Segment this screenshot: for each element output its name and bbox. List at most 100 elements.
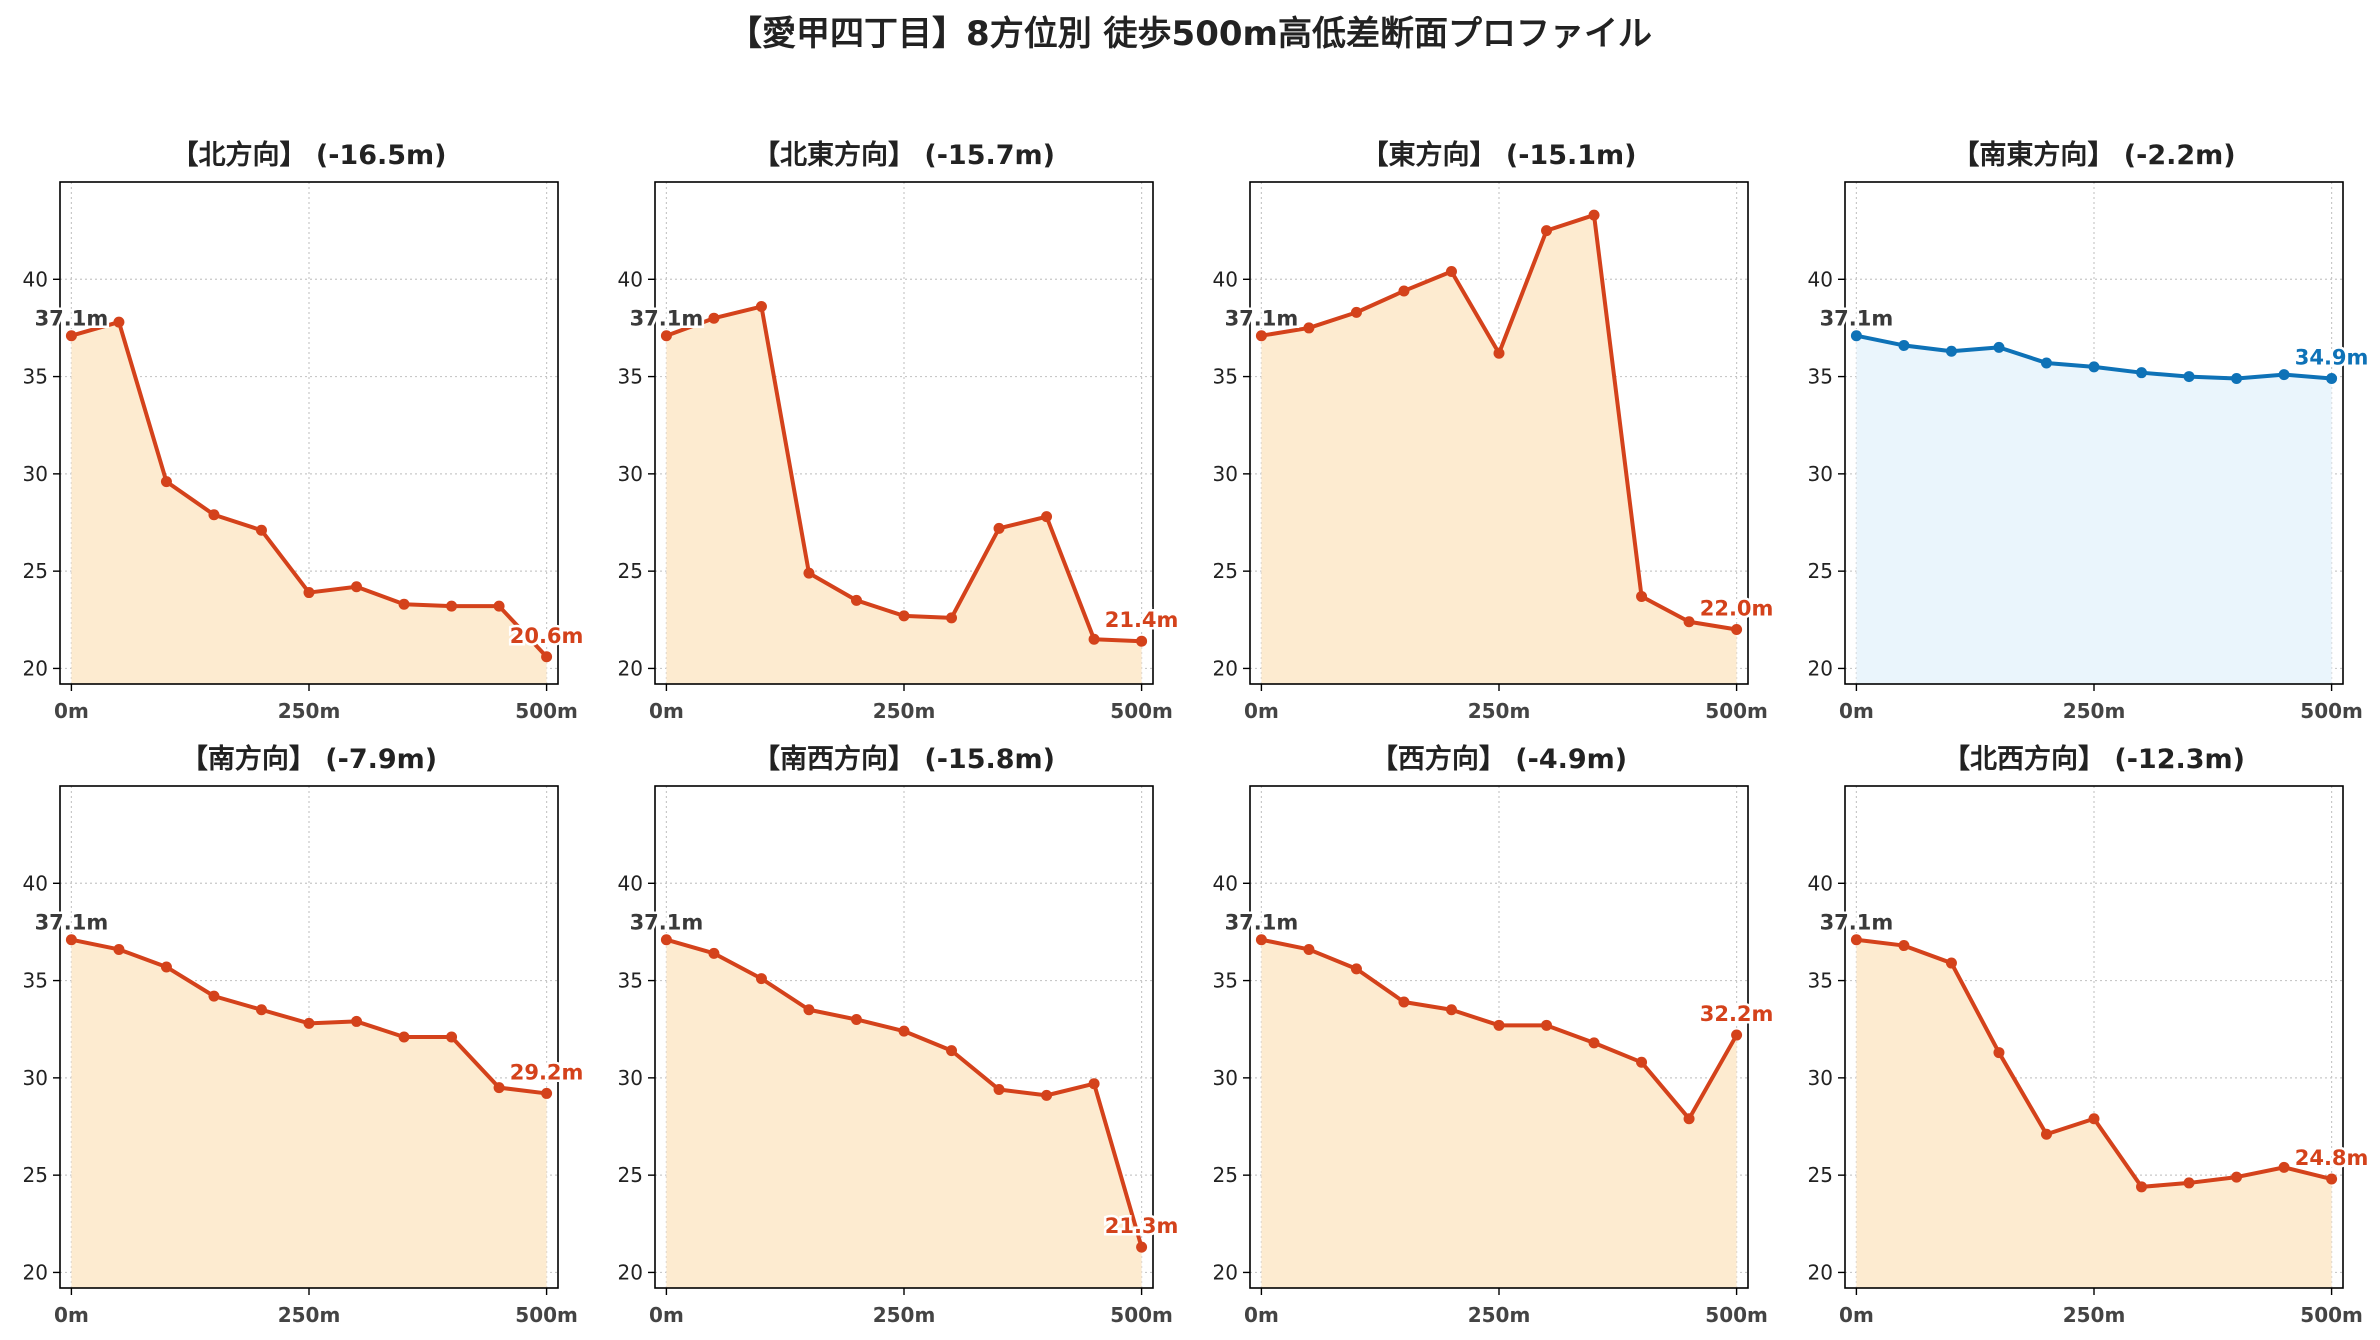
- data-point: [303, 1017, 315, 1029]
- data-point: [946, 612, 958, 624]
- data-point: [803, 1004, 815, 1016]
- start-elevation-label: 37.1m: [630, 911, 704, 935]
- data-point: [2040, 1128, 2052, 1140]
- data-point: [1993, 341, 2005, 353]
- start-elevation-label: 37.1m: [630, 307, 704, 331]
- data-point: [1350, 306, 1362, 318]
- y-tick-label: 30: [1808, 1066, 1833, 1090]
- chart-svg: 【南東方向】 (-2.2m) 20 25 30 35 40 0m 250m 500m 37.1m 3…: [1808, 139, 2371, 723]
- y-tick-label: 20: [1808, 656, 1833, 680]
- chart-title: 【南東方向】 (-2.2m): [1952, 139, 2235, 171]
- area-fill: [666, 306, 1142, 684]
- data-point: [113, 316, 125, 328]
- area-fill: [666, 939, 1142, 1288]
- data-point: [2136, 367, 2148, 379]
- x-tick-label: 250m: [278, 1303, 341, 1327]
- data-point: [208, 990, 220, 1002]
- y-tick-label: 25: [1808, 1163, 1833, 1187]
- chart-title: 【北方向】 (-16.5m): [171, 139, 446, 171]
- y-tick-label: 25: [618, 1163, 643, 1187]
- data-point: [660, 934, 672, 946]
- y-tick-label: 25: [23, 1163, 48, 1187]
- x-tick-label: 250m: [2063, 1303, 2126, 1327]
- data-point: [2278, 369, 2290, 381]
- chart-panel: 【南西方向】 (-15.8m) 20 25 30 35 40 0m 250m 500m 37.1m…: [615, 706, 1181, 1330]
- data-point: [1041, 1089, 1053, 1101]
- data-point: [446, 600, 458, 612]
- data-point: [446, 1031, 458, 1043]
- plot-area: 【北東方向】 (-15.7m) 20 25 30 35 40 0m 250m 500m 37.1m…: [618, 139, 1181, 723]
- x-tick-label: 0m: [54, 699, 89, 723]
- x-tick-label: 250m: [1468, 1303, 1531, 1327]
- data-point: [1398, 996, 1410, 1008]
- x-tick-label: 500m: [2300, 1303, 2363, 1327]
- chart-title: 【南方向】 (-7.9m): [181, 743, 437, 775]
- data-point: [2136, 1181, 2148, 1193]
- start-elevation-label: 37.1m: [1225, 911, 1299, 935]
- data-point: [2088, 361, 2100, 373]
- plot-area: 【南方向】 (-7.9m) 20 25 30 35 40 0m 250m 500m 37.1m 29…: [23, 743, 586, 1327]
- y-tick-label: 35: [23, 969, 48, 993]
- chart-svg: 【南方向】 (-7.9m) 20 25 30 35 40 0m 250m 500m 37.1m 29…: [23, 743, 586, 1327]
- y-tick-label: 35: [1808, 365, 1833, 389]
- y-tick-label: 40: [1213, 871, 1238, 895]
- x-tick-label: 500m: [515, 1303, 578, 1327]
- data-point: [1303, 943, 1315, 955]
- data-point: [2326, 1173, 2338, 1185]
- data-point: [65, 934, 77, 946]
- data-point: [1850, 934, 1862, 946]
- x-tick-label: 250m: [278, 699, 341, 723]
- chart-title: 【北東方向】 (-15.7m): [753, 139, 1055, 171]
- chart-title: 【北西方向】 (-12.3m): [1943, 743, 2245, 775]
- y-tick-label: 30: [1213, 1066, 1238, 1090]
- data-point: [1898, 339, 1910, 351]
- chart-svg: 【南西方向】 (-15.8m) 20 25 30 35 40 0m 250m 500m 37.1m…: [618, 743, 1181, 1327]
- data-point: [708, 312, 720, 324]
- end-elevation-label: 22.0m: [1700, 597, 1774, 621]
- x-tick-label: 250m: [873, 1303, 936, 1327]
- start-elevation-label: 37.1m: [35, 911, 109, 935]
- start-elevation-label: 37.1m: [1225, 307, 1299, 331]
- y-tick-label: 30: [23, 1066, 48, 1090]
- chart-title: 【南西方向】 (-15.8m): [753, 743, 1055, 775]
- data-point: [755, 973, 767, 985]
- data-point: [993, 1084, 1005, 1096]
- chart-panel: 【東方向】 (-15.1m) 20 25 30 35 40 0m 250m 500m 37.1m 2…: [1210, 102, 1776, 726]
- data-point: [398, 598, 410, 610]
- x-tick-label: 500m: [1110, 699, 1173, 723]
- plot-area: 【東方向】 (-15.1m) 20 25 30 35 40 0m 250m 500m 37.1m 2…: [1213, 139, 1776, 723]
- data-point: [1945, 957, 1957, 969]
- end-elevation-label: 24.8m: [2295, 1146, 2369, 1170]
- plot-area: 【南東方向】 (-2.2m) 20 25 30 35 40 0m 250m 500m 37.1m 3…: [1808, 139, 2371, 723]
- y-tick-label: 30: [618, 462, 643, 486]
- end-elevation-label: 29.2m: [510, 1060, 584, 1084]
- data-point: [541, 651, 553, 663]
- data-point: [755, 301, 767, 313]
- data-point: [1898, 940, 1910, 952]
- data-point: [255, 1004, 267, 1016]
- plot-area: 【北西方向】 (-12.3m) 20 25 30 35 40 0m 250m 500m 37.1m…: [1808, 743, 2371, 1327]
- data-point: [1731, 1029, 1743, 1041]
- data-point: [1945, 345, 1957, 357]
- data-point: [398, 1031, 410, 1043]
- data-point: [1350, 963, 1362, 975]
- area-fill: [1261, 939, 1737, 1288]
- start-elevation-label: 37.1m: [35, 307, 109, 331]
- area-fill: [1856, 939, 2332, 1288]
- data-point: [160, 476, 172, 488]
- y-tick-label: 20: [23, 656, 48, 680]
- data-point: [2326, 373, 2338, 385]
- end-elevation-label: 20.6m: [510, 624, 584, 648]
- data-point: [303, 587, 315, 599]
- end-elevation-label: 21.4m: [1105, 608, 1179, 632]
- y-tick-label: 20: [23, 1260, 48, 1284]
- data-point: [2183, 371, 2195, 383]
- data-point: [1850, 330, 1862, 342]
- y-tick-label: 25: [1213, 559, 1238, 583]
- data-point: [1993, 1047, 2005, 1059]
- y-tick-label: 30: [23, 462, 48, 486]
- x-tick-label: 0m: [1839, 1303, 1874, 1327]
- chart-svg: 【北東方向】 (-15.7m) 20 25 30 35 40 0m 250m 500m 37.1m…: [618, 139, 1181, 723]
- data-point: [1088, 633, 1100, 645]
